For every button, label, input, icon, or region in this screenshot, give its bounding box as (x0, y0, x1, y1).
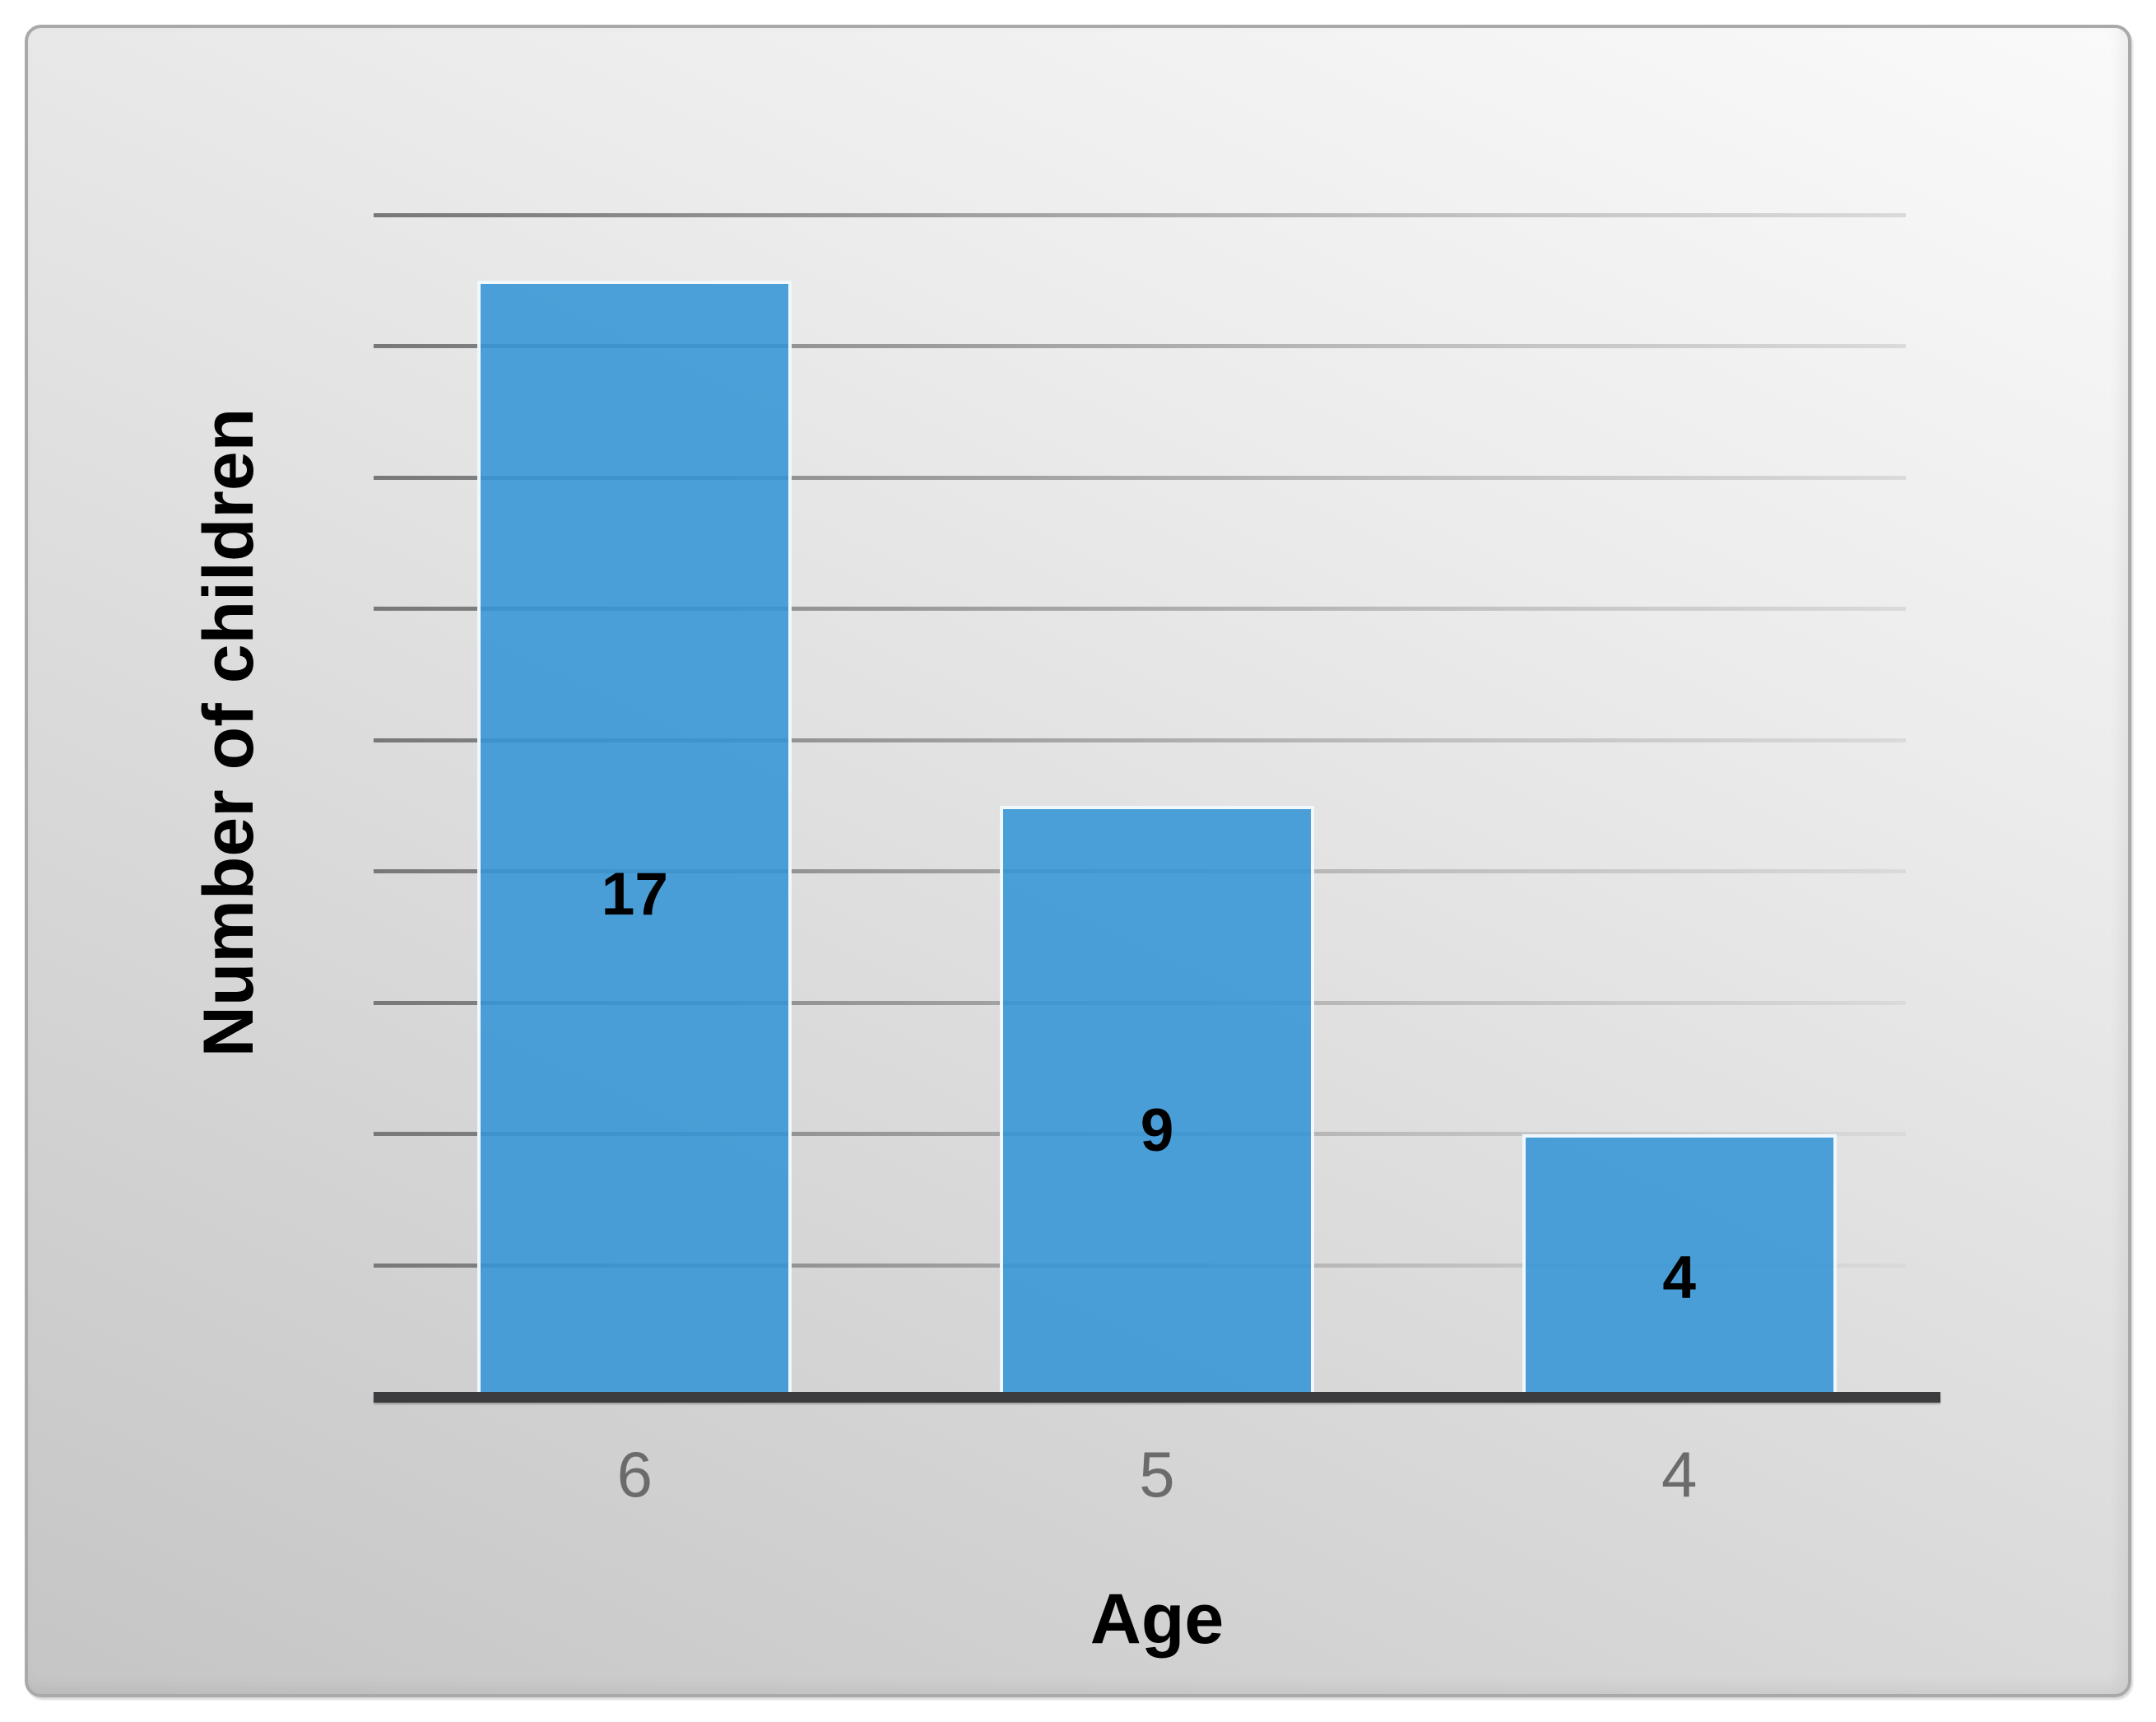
x-tick-label-4: 4 (1661, 1438, 1698, 1510)
bar-value-label-4: 4 (1662, 1245, 1696, 1312)
gridline-y-16 (374, 344, 1906, 349)
x-tick-label-5: 5 (1139, 1438, 1175, 1510)
x-axis-line (374, 1392, 1940, 1403)
gridline-y-14 (374, 475, 1906, 480)
y-axis-title: Number of children (189, 407, 268, 1058)
x-tick-label-6: 6 (616, 1438, 653, 1510)
bar-age-5 (1000, 806, 1314, 1397)
bar-value-label-6: 17 (601, 860, 668, 928)
gridline-y-18 (374, 212, 1906, 217)
bar-age-4 (1522, 1133, 1837, 1397)
bar-age-6 (477, 281, 792, 1397)
gridline-y-10 (374, 738, 1906, 742)
gridline-y-12 (374, 607, 1906, 612)
x-axis-title: Age (1090, 1580, 1224, 1659)
bar-value-label-5: 9 (1140, 1096, 1174, 1164)
